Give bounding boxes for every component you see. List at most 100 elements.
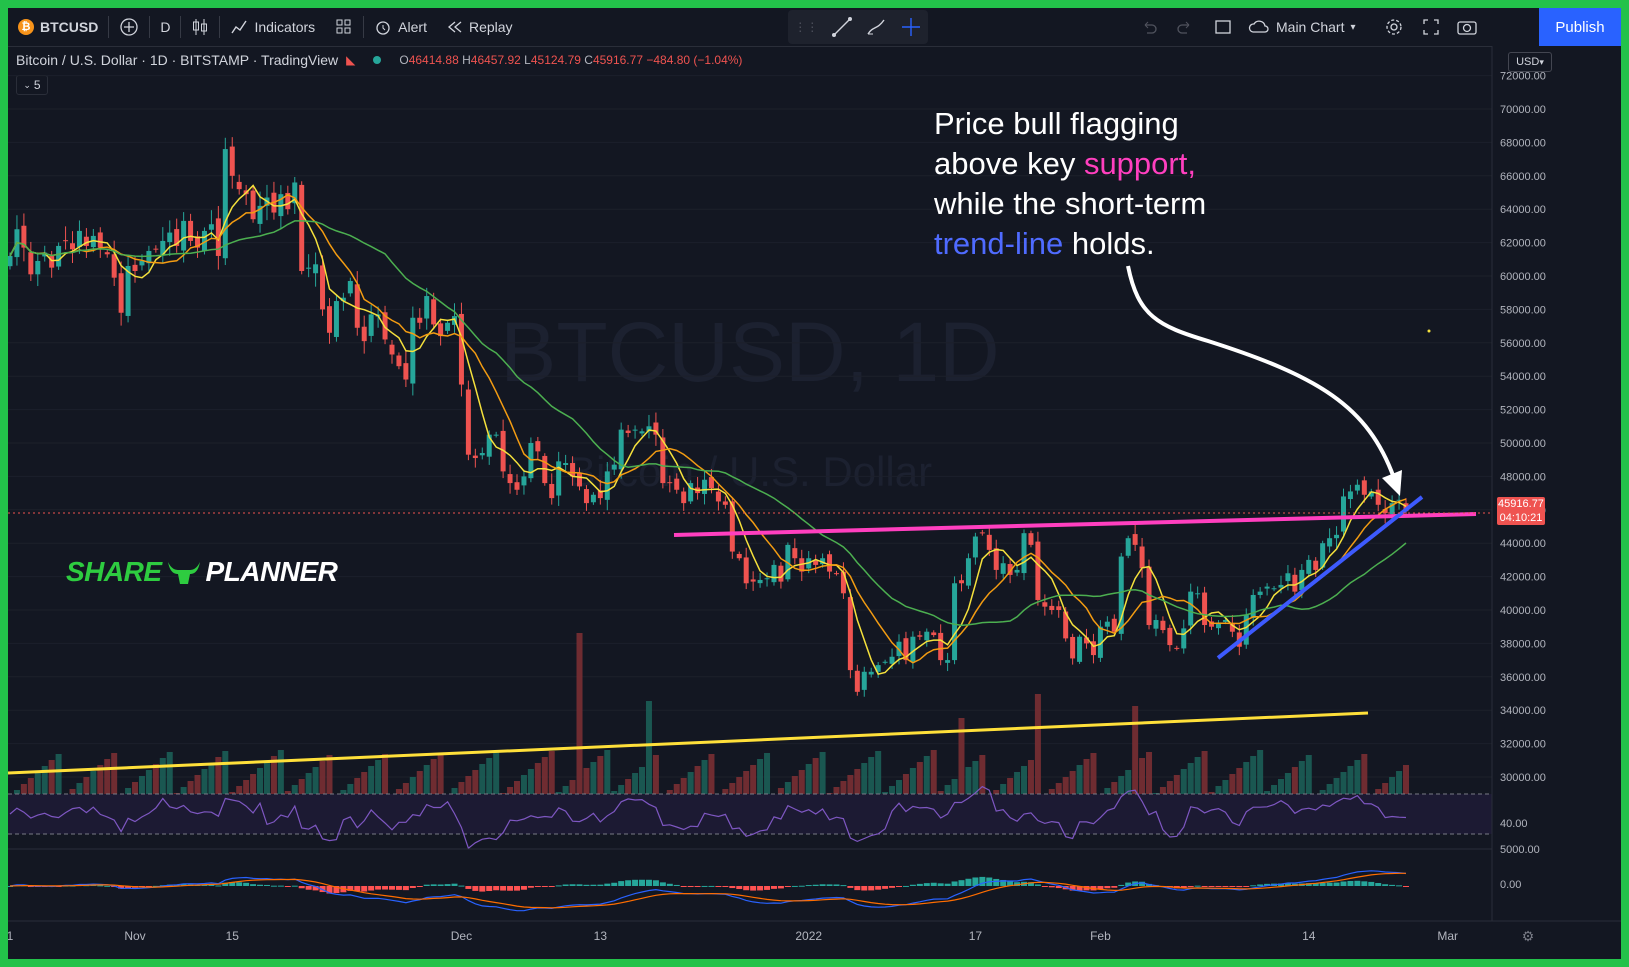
crosshair-icon[interactable] xyxy=(900,16,922,38)
macd-histogram-bar xyxy=(854,886,861,891)
time-axis[interactable]: 1Nov15Dec13202217Feb14Mar14Apr11⚙ xyxy=(8,920,1621,944)
volume-bars xyxy=(8,633,1409,818)
candle-body xyxy=(771,564,777,583)
candle-body xyxy=(959,580,965,584)
short-term-trend-line[interactable] xyxy=(1216,495,1424,660)
candle-body xyxy=(479,453,485,456)
macd-histogram-bar xyxy=(979,876,986,886)
alert-button[interactable]: Alert xyxy=(364,8,437,46)
macd-histogram-bar xyxy=(104,885,111,887)
rsi-line xyxy=(9,785,1407,850)
replay-button[interactable]: Replay xyxy=(437,8,523,46)
candle-body xyxy=(750,579,756,582)
layout-menu[interactable]: Main Chart ▾ xyxy=(1238,8,1366,46)
candle-body xyxy=(979,532,985,534)
snapshot-button[interactable] xyxy=(1446,8,1488,46)
indicator-count: 5 xyxy=(33,78,41,92)
drag-handle-icon[interactable]: ⋮⋮ xyxy=(794,20,819,34)
macd-histogram-bar xyxy=(1396,885,1403,887)
support-line[interactable] xyxy=(673,512,1477,537)
candle-body xyxy=(681,491,687,504)
candle-body xyxy=(653,422,659,435)
redo-button[interactable] xyxy=(1166,8,1204,46)
chart-type-button[interactable] xyxy=(181,8,219,46)
compare-button[interactable] xyxy=(109,8,149,46)
volume-bar xyxy=(548,751,555,818)
macd-histogram-bar xyxy=(944,883,951,886)
macd-histogram-bar xyxy=(916,883,923,886)
shareplanner-logo: SHARE PLANNER xyxy=(66,556,338,588)
volume-bar xyxy=(1403,765,1409,818)
macd-histogram-bar xyxy=(1069,886,1076,891)
candle-body xyxy=(1125,538,1131,556)
indicators-button[interactable]: Indicators xyxy=(220,8,325,46)
candle-body xyxy=(556,461,562,496)
macd-histogram-bar xyxy=(652,880,659,886)
macd-histogram-bar xyxy=(1194,885,1201,887)
volume-bar xyxy=(1076,765,1083,818)
undo-button[interactable] xyxy=(1130,8,1168,46)
macd-histogram-bar xyxy=(1243,886,1250,887)
macd-histogram-bar xyxy=(701,885,708,887)
macd-histogram-bar xyxy=(125,886,132,889)
price-tick-label: 52000.00 xyxy=(1500,405,1546,417)
macd-histogram-bar xyxy=(833,884,840,886)
close-value: 45916.77 xyxy=(592,53,643,67)
interval-label: D xyxy=(160,19,171,35)
candle-body xyxy=(1222,620,1228,622)
fullscreen-layout-button[interactable] xyxy=(1204,8,1242,46)
volume-bar xyxy=(1201,751,1208,818)
templates-button[interactable] xyxy=(325,8,363,46)
candle-body xyxy=(229,146,235,176)
publish-button[interactable]: Publish xyxy=(1539,8,1621,46)
trend-line-tool-icon[interactable] xyxy=(831,16,853,38)
candle-body xyxy=(1146,566,1152,626)
candle-body xyxy=(257,205,263,224)
candle-body xyxy=(326,306,332,333)
symbol-search[interactable]: ₿ BTCUSD xyxy=(8,8,108,46)
candle-body xyxy=(702,479,708,494)
candle-body xyxy=(215,218,221,256)
fullscreen-button[interactable] xyxy=(1412,8,1450,46)
volume-bar xyxy=(1243,762,1250,818)
high-value: 46457.92 xyxy=(470,53,521,67)
macd-histogram-bar xyxy=(1382,884,1389,886)
open-value: 46414.88 xyxy=(408,53,459,67)
candle-body xyxy=(403,363,409,380)
candle-body xyxy=(1056,606,1062,610)
macd-histogram-bar xyxy=(541,886,548,887)
volume-bar xyxy=(104,759,111,818)
candle-body xyxy=(49,256,55,268)
macd-histogram-bar xyxy=(604,883,611,886)
candle-body xyxy=(486,434,492,457)
candle-body xyxy=(83,236,89,246)
volume-bar xyxy=(916,762,923,818)
price-chart[interactable]: BTCUSD, 1D Bitcoin / U.S. Dollar 30000.0… xyxy=(8,46,1621,959)
macd-histogram-bar xyxy=(416,886,423,887)
currency-selector[interactable]: USD ▾ xyxy=(1508,52,1552,72)
interval-button[interactable]: D xyxy=(150,8,180,46)
candle-body xyxy=(333,301,339,337)
settings-button[interactable] xyxy=(1374,8,1414,46)
macd-histogram-bar xyxy=(1007,881,1014,886)
candle-body xyxy=(1181,628,1187,649)
symbol-label: BTCUSD xyxy=(40,19,99,35)
layout-label: Main Chart xyxy=(1276,19,1345,35)
volume-bar xyxy=(639,767,646,818)
volume-trend-line[interactable] xyxy=(8,711,1369,775)
candle-body xyxy=(1354,484,1360,491)
series-legend: Bitcoin / U.S. Dollar · 1D · BITSTAMP · … xyxy=(16,52,742,68)
cloud-icon xyxy=(1248,20,1269,33)
brush-tool-icon[interactable] xyxy=(865,16,887,38)
macd-histogram-bar xyxy=(236,882,243,886)
volume-bar xyxy=(812,758,819,818)
chevron-down-icon: ▾ xyxy=(1539,56,1544,67)
macd-histogram-bar xyxy=(180,884,187,886)
candle-body xyxy=(1202,592,1208,626)
candle-body xyxy=(910,636,916,662)
candle-body xyxy=(1396,499,1402,501)
flag-icon[interactable]: ◣ xyxy=(346,53,356,67)
volume-bar xyxy=(159,758,166,818)
macd-histogram-bar xyxy=(548,886,555,887)
macd-histogram-bar xyxy=(909,884,916,886)
